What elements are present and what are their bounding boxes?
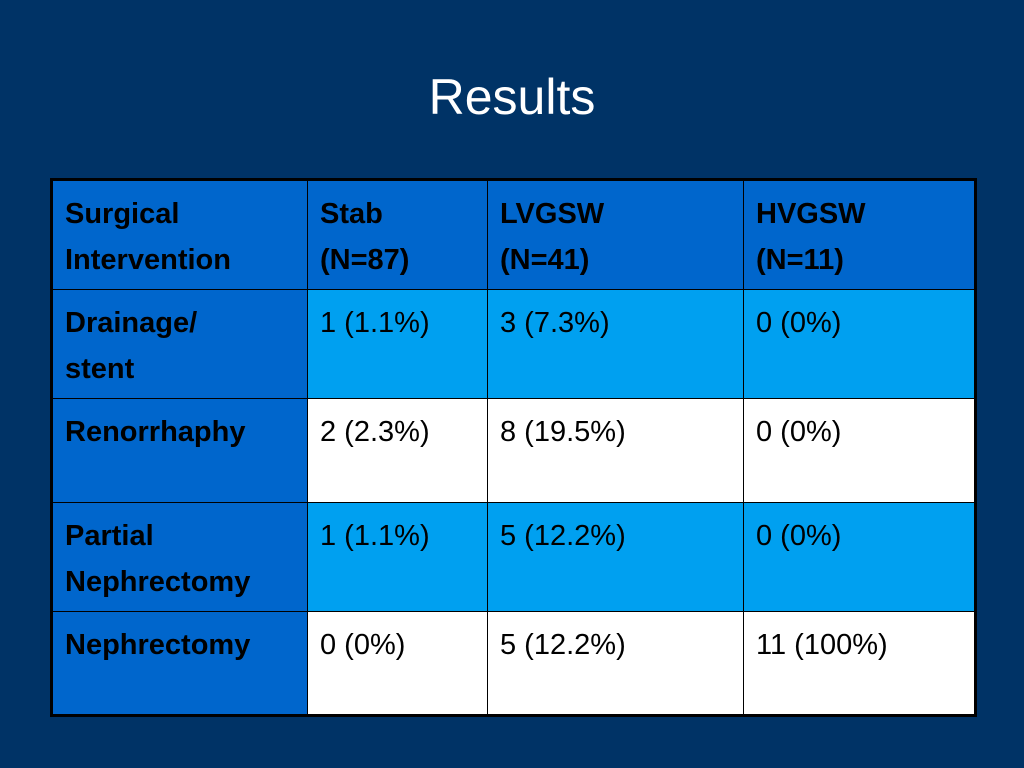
row-label-line: Renorrhaphy xyxy=(65,416,246,448)
header-line: (N=87) xyxy=(320,244,410,276)
cell-lvgsw: 5 (12.2%) xyxy=(487,611,744,716)
row-label-renorrhaphy: Renorrhaphy xyxy=(51,398,308,503)
row-label-line: Partial xyxy=(65,520,154,552)
row-label-partial-nephrectomy: Partial Nephrectomy xyxy=(51,502,308,612)
cell-lvgsw: 3 (7.3%) xyxy=(487,289,744,399)
cell-hvgsw: 0 (0%) xyxy=(743,398,976,503)
slide-title: Results xyxy=(428,69,596,125)
header-stab: Stab (N=87) xyxy=(307,179,488,290)
row-label-line: stent xyxy=(65,353,135,385)
table-row: Drainage/ stent 1 (1.1%) 3 (7.3%) 0 (0%) xyxy=(51,289,976,399)
row-label-line: Drainage/ xyxy=(65,307,198,339)
table-header-row: Surgical Intervention Stab (N=87) LVGSW … xyxy=(51,179,976,290)
results-table: Surgical Intervention Stab (N=87) LVGSW … xyxy=(50,178,977,717)
row-label-drainage-stent: Drainage/ stent xyxy=(51,289,308,399)
cell-stab: 1 (1.1%) xyxy=(307,289,488,399)
table-row: Renorrhaphy 2 (2.3%) 8 (19.5%) 0 (0%) xyxy=(51,398,976,503)
header-hvgsw: HVGSW (N=11) xyxy=(743,179,976,290)
cell-stab: 0 (0%) xyxy=(307,611,488,716)
row-label-line: Nephrectomy xyxy=(65,566,251,598)
cell-hvgsw: 0 (0%) xyxy=(743,289,976,399)
header-line: Stab xyxy=(320,198,383,230)
cell-hvgsw: 0 (0%) xyxy=(743,502,976,612)
cell-stab: 2 (2.3%) xyxy=(307,398,488,503)
header-lvgsw: LVGSW (N=41) xyxy=(487,179,744,290)
header-line: Intervention xyxy=(65,244,231,276)
header-line: HVGSW xyxy=(756,198,866,230)
header-surgical-intervention: Surgical Intervention xyxy=(51,179,308,290)
header-line: (N=41) xyxy=(500,244,590,276)
row-label-line: Nephrectomy xyxy=(65,629,251,661)
table-row: Partial Nephrectomy 1 (1.1%) 5 (12.2%) 0… xyxy=(51,502,976,612)
header-line: Surgical xyxy=(65,198,180,230)
header-line: (N=11) xyxy=(756,244,844,276)
cell-stab: 1 (1.1%) xyxy=(307,502,488,612)
cell-lvgsw: 8 (19.5%) xyxy=(487,398,744,503)
cell-hvgsw: 11 (100%) xyxy=(743,611,976,716)
row-label-nephrectomy: Nephrectomy xyxy=(51,611,308,716)
cell-lvgsw: 5 (12.2%) xyxy=(487,502,744,612)
header-line: LVGSW xyxy=(500,198,605,230)
table-row: Nephrectomy 0 (0%) 5 (12.2%) 11 (100%) xyxy=(51,611,976,716)
